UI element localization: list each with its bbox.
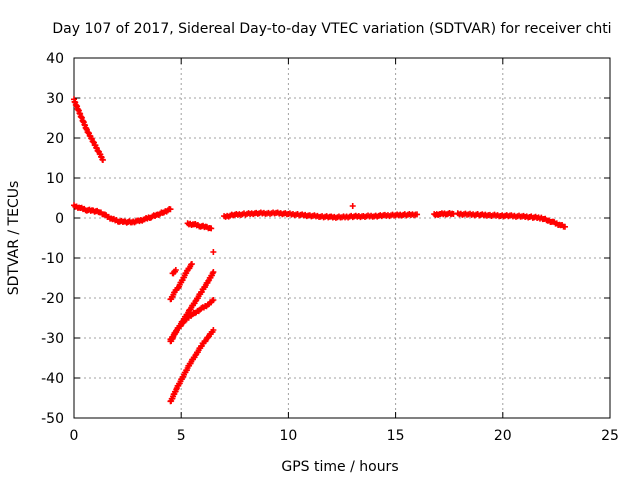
y-tick-label: 40 (46, 51, 64, 67)
data-point (172, 267, 179, 273)
y-tick-label: -20 (41, 291, 64, 307)
series-arc-main-early (71, 202, 174, 226)
axis-ticks: 0 5 10 15 20 25 40 30 20 10 0 -10 -20 -30 -40 -50 (41, 51, 619, 444)
series-arc-17h (431, 210, 457, 219)
chart-title: Day 107 of 2017, Sidereal Day-to-day VTE… (52, 21, 611, 37)
plot-frame (73, 57, 611, 419)
x-axis-label: GPS time / hours (281, 459, 398, 475)
grid-lines (74, 58, 610, 418)
data-point (167, 206, 174, 213)
x-tick-label: 0 (70, 428, 79, 444)
data-point (210, 327, 217, 333)
series-arc-low-d (167, 297, 217, 343)
series-arc-main-evening (454, 210, 568, 230)
data-point (349, 203, 356, 209)
y-tick-label: -30 (41, 331, 64, 347)
data-point (175, 284, 182, 291)
series-arc-main-day (221, 209, 421, 221)
data-point (188, 261, 195, 267)
series-arc-short-5h (184, 220, 215, 232)
x-tick-label: 15 (387, 428, 405, 444)
series-arc-low-b (167, 261, 195, 303)
y-tick-label: 20 (46, 131, 64, 147)
data-point (99, 157, 106, 163)
series-arc-early-high (71, 96, 106, 163)
data-point (414, 211, 421, 218)
x-tick-label: 5 (177, 428, 186, 444)
y-tick-label: -50 (41, 411, 64, 427)
data-point (561, 223, 568, 230)
y-tick-label: 30 (46, 91, 64, 107)
data-point (208, 225, 215, 232)
y-tick-label: 0 (55, 211, 64, 227)
x-tick-label: 10 (279, 428, 297, 444)
data-point (210, 249, 217, 255)
data-point (210, 269, 217, 275)
y-axis-label: SDTVAR / TECUs (6, 181, 22, 296)
series-arc-low-e (167, 327, 217, 405)
data-point (210, 297, 217, 303)
y-tick-label: 10 (46, 171, 64, 187)
y-tick-label: -40 (41, 371, 64, 387)
series-arc-spike-13h (349, 203, 356, 209)
y-tick-label: -10 (41, 251, 64, 267)
series-arc-low-a (169, 267, 179, 277)
series-arc-outlier (210, 249, 217, 255)
x-tick-label: 25 (601, 428, 619, 444)
plot-border (73, 57, 611, 419)
x-tick-label: 20 (494, 428, 512, 444)
data-points (71, 96, 568, 405)
